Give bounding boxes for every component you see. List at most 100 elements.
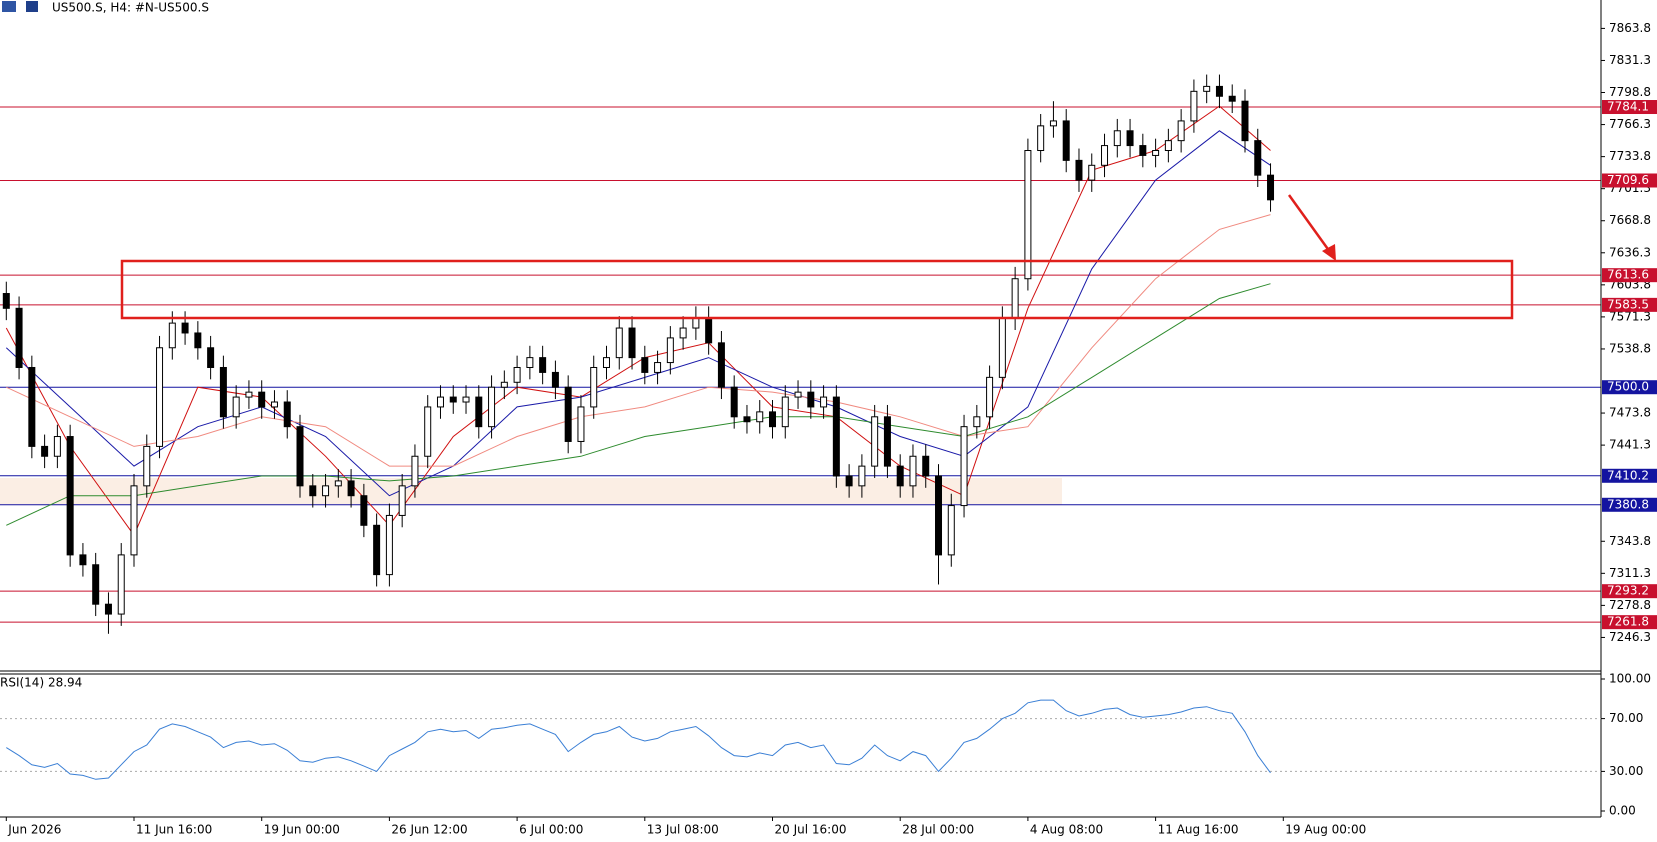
y-tick-label: 7278.8	[1609, 598, 1651, 612]
x-tick-label: 19 Aug 00:00	[1285, 823, 1366, 837]
y-tick-label: 7441.3	[1609, 438, 1651, 452]
level-label-box	[1602, 497, 1657, 512]
candle-body	[1139, 145, 1147, 156]
candle-body	[539, 357, 547, 373]
rsi-tick-label: 70.00	[1609, 711, 1643, 725]
candle-body	[1011, 278, 1019, 319]
candle-body	[922, 455, 930, 477]
level-label: 7709.6	[1607, 173, 1649, 187]
candle-body	[1164, 140, 1172, 152]
candle-body	[858, 465, 866, 487]
y-tick-label: 7766.3	[1609, 117, 1651, 131]
candle-body	[615, 327, 623, 359]
candle-body	[207, 347, 215, 368]
y-tick-label: 7246.3	[1609, 630, 1651, 644]
candle-body	[168, 322, 176, 349]
candle-body	[270, 401, 278, 408]
y-tick-label: 7863.8	[1609, 21, 1651, 35]
x-tick-label: 6 Jul 00:00	[519, 823, 583, 837]
candle-body	[245, 391, 253, 398]
candle-body	[551, 371, 559, 388]
candle-body	[1241, 100, 1249, 142]
candle-body	[296, 426, 304, 487]
x-tick-label: 28 Jul 00:00	[902, 823, 974, 837]
candle-body	[1101, 145, 1109, 166]
candle-body	[513, 366, 521, 383]
candle-body	[2, 293, 10, 309]
icon	[26, 1, 38, 12]
level-label: 7410.2	[1607, 468, 1649, 482]
candle-body	[66, 436, 74, 556]
rsi-tick-label: 30.00	[1609, 764, 1643, 778]
candle-body	[666, 337, 674, 364]
y-tick-label: 7538.8	[1609, 341, 1651, 355]
rsi-line	[6, 699, 1271, 780]
candle-body	[590, 366, 598, 408]
candle-body	[373, 524, 381, 576]
candle-body	[334, 480, 342, 487]
candle-body	[679, 327, 687, 339]
candle-body	[156, 347, 164, 447]
candle-body	[986, 376, 994, 418]
candle-body	[449, 396, 457, 403]
arrow-shaft	[1287, 194, 1332, 253]
candle-body	[411, 455, 419, 487]
candle-body	[769, 411, 776, 428]
candle-body	[117, 554, 125, 615]
candle-body	[1203, 85, 1211, 92]
candle-body	[258, 391, 266, 408]
candle-body	[1190, 90, 1198, 122]
level-label: 7380.8	[1607, 497, 1649, 511]
candle-body	[104, 603, 112, 615]
candle-body	[385, 514, 393, 576]
support-zone	[0, 478, 1062, 505]
candle-body	[398, 485, 406, 516]
candle-body	[756, 411, 764, 423]
candle-body	[53, 436, 61, 457]
moving-average	[6, 283, 1271, 526]
level-label-box	[1602, 100, 1657, 115]
target-zone	[120, 259, 1514, 320]
candle-body	[692, 317, 700, 329]
candle-body	[219, 366, 227, 418]
levels	[0, 106, 1601, 623]
candle-body	[1177, 120, 1185, 142]
candle-body	[871, 416, 879, 467]
y-tick-label: 7733.8	[1609, 149, 1651, 163]
candle-body	[28, 366, 36, 447]
candle-body	[79, 554, 87, 566]
y-tick-label: 7311.3	[1609, 566, 1651, 580]
candle-body	[283, 401, 291, 428]
candle-body	[1088, 164, 1096, 181]
y-tick-label: 7798.8	[1609, 85, 1651, 99]
moving-average	[6, 214, 1271, 467]
candle-body	[1024, 150, 1032, 280]
candle-body	[1267, 174, 1275, 201]
candle-body	[577, 406, 585, 442]
candle-body	[998, 317, 1006, 378]
candle-body	[475, 396, 483, 428]
icon	[2, 1, 16, 12]
level-label: 7500.0	[1607, 380, 1649, 394]
level-label: 7583.5	[1607, 297, 1649, 311]
candle-body	[130, 485, 138, 556]
candle-body	[232, 396, 240, 418]
candle-body	[488, 386, 496, 428]
candle-body	[1126, 130, 1134, 147]
candle-body	[181, 322, 189, 334]
rsi-tick-label: 0.00	[1609, 804, 1636, 818]
candle-body	[322, 485, 330, 497]
candle-body	[935, 475, 943, 556]
x-tick-label: 19 Jun 00:00	[264, 823, 340, 837]
candle-body	[143, 445, 151, 487]
candle-body	[654, 362, 662, 373]
candle-body	[909, 455, 917, 487]
candle-body	[883, 416, 891, 467]
candles	[2, 74, 1275, 634]
y-tick-label: 7473.8	[1609, 406, 1651, 420]
candle-body	[628, 327, 636, 359]
level-label: 7784.1	[1607, 100, 1649, 114]
candle-body	[1049, 120, 1057, 127]
